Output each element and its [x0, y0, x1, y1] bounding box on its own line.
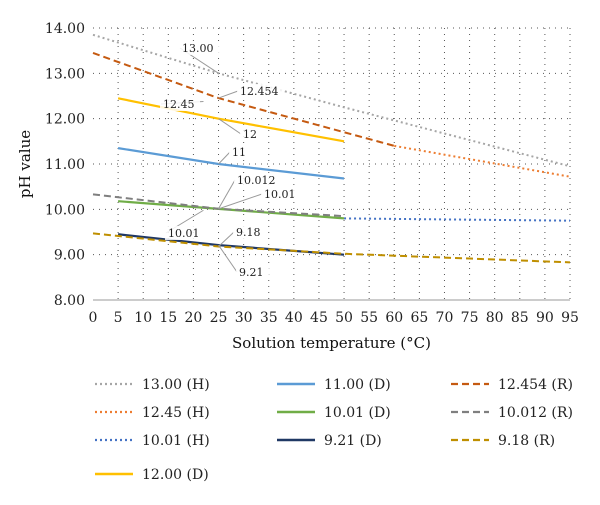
legend-entry: 10.012 (R) [498, 405, 573, 421]
legend-entry: 10.01 (D) [324, 405, 391, 421]
annotation-label: 12 [243, 128, 257, 141]
annotation-label: 10.01 [264, 188, 296, 201]
y-tick-label: 10.00 [45, 202, 85, 218]
legend-entry: 12.00 (D) [142, 467, 209, 483]
y-tick-label: 8.00 [54, 293, 85, 309]
x-tick-label: 35 [260, 310, 278, 326]
annotation-label: 12.45 [163, 98, 195, 111]
series-line-9-18-r [92, 232, 571, 264]
annotation-bg [233, 225, 267, 239]
x-tick-label: 80 [486, 310, 504, 326]
x-tick-label: 60 [385, 310, 403, 326]
x-tick-label: 25 [210, 310, 228, 326]
x-axis-ticks: 0 5 10 15 20 25 30 35 40 45 50 55 60 65 70 75 80 85 90 95 [89, 310, 579, 326]
x-tick-label: 55 [360, 310, 378, 326]
x-tick-label: 65 [410, 310, 428, 326]
legend-entry: 9.21 (D) [324, 433, 382, 449]
annotation-bg [237, 84, 284, 98]
annotation-leader [218, 231, 235, 247]
y-tick-label: 11.00 [45, 157, 85, 173]
y-tick-label: 12.00 [45, 112, 85, 128]
annotation-bg [261, 187, 301, 201]
annotation-bg [165, 226, 205, 240]
x-tick-label: 0 [89, 310, 98, 326]
annotation-label: 9.21 [239, 266, 264, 279]
annotation-label: 9.18 [236, 226, 261, 239]
legend: 13.00 (H) 12.45 (H) 10.01 (H) 12.00 (D) 11.0… [95, 377, 573, 483]
x-tick-label: 5 [114, 310, 123, 326]
legend-entry: 12.454 (R) [498, 377, 573, 393]
x-tick-label: 15 [159, 310, 177, 326]
annotation-leader [218, 244, 238, 273]
annotation-bg [236, 265, 270, 279]
x-tick-label: 20 [185, 310, 203, 326]
x-tick-label: 75 [461, 310, 479, 326]
annotation-label: 11 [232, 146, 246, 159]
series-line-10-01-h [344, 217, 571, 222]
annotation-bg [240, 127, 260, 141]
x-tick-label: 85 [511, 310, 529, 326]
x-tick-label: 70 [436, 310, 454, 326]
y-axis-ticks: 8.00 9.00 10.00 11.00 12.00 13.00 14.00 [45, 21, 85, 309]
x-tick-label: 10 [134, 310, 152, 326]
x-tick-label: 95 [561, 310, 579, 326]
annotation-bg [179, 41, 219, 55]
annotation-bg [229, 145, 249, 159]
series-line-12-45-h [394, 144, 571, 178]
legend-entry: 13.00 (H) [142, 377, 210, 393]
x-tick-label: 40 [285, 310, 303, 326]
annotation-leader [218, 151, 231, 165]
legend-entry: 10.01 (H) [142, 433, 210, 449]
annotation-leader [218, 90, 239, 99]
y-tick-label: 14.00 [45, 21, 85, 37]
series-line-12-00-d [117, 97, 345, 143]
annotation-label: 13.00 [182, 42, 214, 55]
x-tick-label: 90 [536, 310, 554, 326]
annotation-bg [234, 173, 281, 187]
legend-entry: 11.00 (D) [324, 377, 391, 393]
legend-entry: 12.45 (H) [142, 405, 210, 421]
x-tick-label: 45 [310, 310, 328, 326]
annotation-label: 10.012 [237, 174, 276, 187]
legend-entry: 9.18 (R) [498, 433, 555, 449]
annotation-bg [160, 97, 200, 111]
x-axis-label: Solution temperature (°C) [232, 334, 431, 352]
series-lines [92, 33, 571, 264]
annotation-leader [218, 193, 263, 210]
series-line-9-21-d [117, 233, 345, 256]
x-tick-label: 50 [335, 310, 353, 326]
x-tick-label: 30 [235, 310, 253, 326]
series-line-10-012-r [92, 193, 345, 218]
y-tick-label: 13.00 [45, 66, 85, 82]
annotation-leader [218, 179, 236, 210]
annotation-label: 12.454 [240, 85, 279, 98]
annotation-label: 10.01 [168, 227, 200, 240]
y-tick-label: 9.00 [54, 248, 85, 264]
y-axis-label: pH value [16, 130, 34, 198]
annotation-leader [218, 118, 242, 135]
